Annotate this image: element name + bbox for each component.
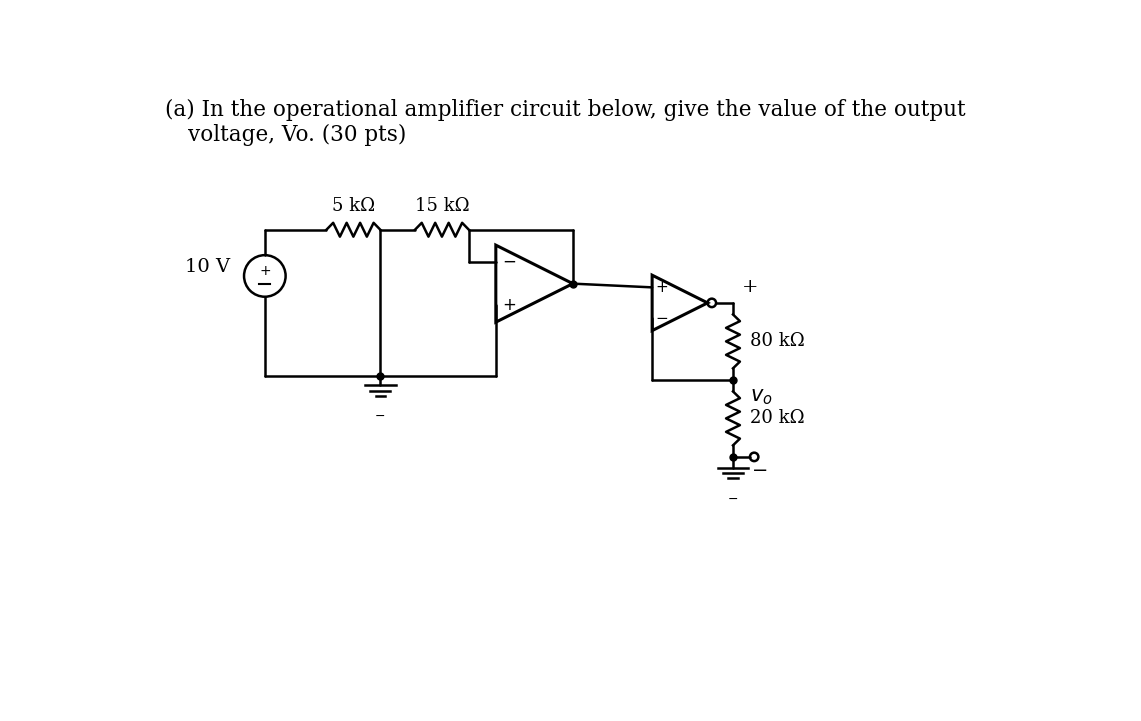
Text: 80 kΩ: 80 kΩ — [750, 332, 804, 350]
Text: −: − — [502, 253, 516, 271]
Text: +: + — [742, 278, 758, 296]
Text: voltage, Vo. (30 pts): voltage, Vo. (30 pts) — [188, 124, 406, 146]
Text: 10 V: 10 V — [185, 257, 230, 275]
Text: $v_o$: $v_o$ — [750, 388, 772, 407]
Text: −: − — [375, 410, 386, 423]
Text: +: + — [502, 296, 516, 314]
Text: (a) In the operational amplifier circuit below, give the value of the output: (a) In the operational amplifier circuit… — [164, 99, 965, 121]
Text: −: − — [656, 311, 669, 326]
Text: 5 kΩ: 5 kΩ — [332, 197, 375, 215]
Text: −: − — [752, 461, 768, 479]
Text: −: − — [728, 492, 738, 505]
Text: 20 kΩ: 20 kΩ — [750, 410, 804, 428]
Text: 15 kΩ: 15 kΩ — [414, 197, 469, 215]
Text: +: + — [656, 280, 669, 295]
Text: +: + — [259, 264, 270, 278]
